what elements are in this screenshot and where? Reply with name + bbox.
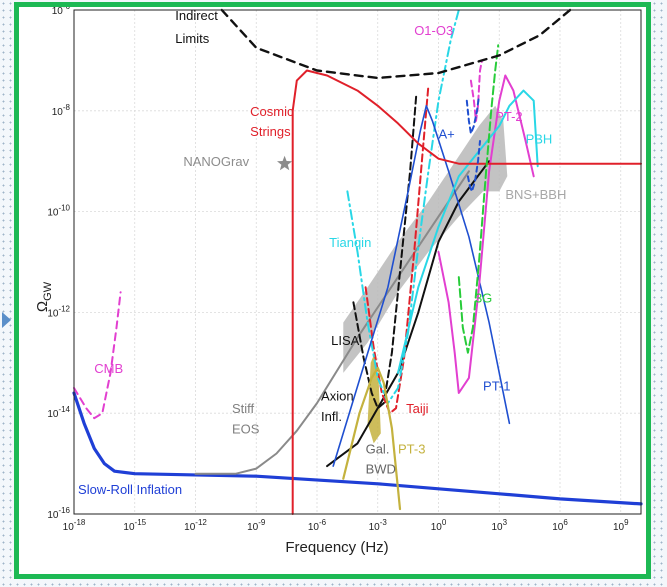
figure-frame: Indirect Limits O1-O3 PT-2 Cosmic Strings A+ PB… xyxy=(14,2,651,579)
pt1-curve xyxy=(332,105,511,467)
x-tick-label: 10-9 xyxy=(247,518,266,533)
x-tick-label: 100 xyxy=(431,518,447,533)
label-slowroll: Slow-Roll Inflation xyxy=(78,482,182,497)
label-aplus: A+ xyxy=(439,127,455,142)
y-tick-label: 10-12 xyxy=(47,304,70,319)
label-stiff1: Stiff xyxy=(232,401,255,416)
x-tick-label: 106 xyxy=(552,518,568,533)
x-tick-label: 10-12 xyxy=(184,518,207,533)
label-gal2: BWD xyxy=(366,462,396,477)
x-axis-label: Frequency (Hz) xyxy=(285,539,388,556)
indirect-curve xyxy=(220,8,572,80)
axion-curve xyxy=(326,160,491,468)
cmb-curve xyxy=(73,291,122,420)
ptmag-curve xyxy=(469,59,483,122)
label-pbh: PBH xyxy=(526,132,553,147)
label-g3: 3G xyxy=(475,290,492,305)
nanograv-star-icon xyxy=(277,155,293,171)
x-tick-label: 10-18 xyxy=(63,518,86,533)
annotation-layer: Indirect Limits O1-O3 PT-2 Cosmic Strings A+ PB… xyxy=(78,8,566,497)
bns-band xyxy=(343,105,508,373)
taiji-curve xyxy=(364,84,430,415)
label-gal1: Gal. xyxy=(366,442,390,457)
label-cmb: CMB xyxy=(94,361,123,376)
label-cosmic2: Strings xyxy=(250,124,291,139)
y-tick-label: 10-6 xyxy=(52,7,71,17)
g3-curve xyxy=(457,44,500,354)
y-tick-label: 10-16 xyxy=(47,506,70,521)
pt3-curve xyxy=(342,366,402,511)
grid-lines xyxy=(73,9,641,515)
slowroll-curve xyxy=(72,391,643,506)
label-pt2: PT-2 xyxy=(495,109,522,124)
curves-layer xyxy=(72,8,643,515)
label-indirect2: Limits xyxy=(175,31,209,46)
svg-text:ΩGW: ΩGW xyxy=(34,281,54,312)
y-axis-label-sub: GW xyxy=(42,281,54,301)
x-tick-label: 10-6 xyxy=(308,518,327,533)
x-tick-label: 103 xyxy=(491,518,507,533)
slide-arrow-icon xyxy=(2,312,11,328)
label-bns: BNS+BBH xyxy=(505,187,566,202)
label-o1o3: O1-O3 xyxy=(414,23,453,38)
label-cosmic1: Cosmic xyxy=(250,104,294,119)
label-stiff2: EOS xyxy=(232,421,260,436)
label-axion2: Infl. xyxy=(321,409,342,424)
y-tick-label: 10-8 xyxy=(52,103,71,118)
label-pt1: PT-1 xyxy=(483,379,510,394)
o1o3-curve xyxy=(465,94,480,135)
y-axis-label-main: Ω xyxy=(34,301,51,312)
y-tick-label: 10-14 xyxy=(47,405,70,420)
y-tick-label: 10-10 xyxy=(47,204,70,219)
label-nanograv: NANOGrav xyxy=(183,154,249,169)
aplus-curve xyxy=(466,140,481,193)
tianqin-curve xyxy=(346,9,460,405)
label-indirect1: Indirect xyxy=(175,8,218,23)
x-tick-label: 10-15 xyxy=(123,518,146,533)
gw-spectrum-chart: Indirect Limits O1-O3 PT-2 Cosmic Strings A+ PB… xyxy=(34,7,643,556)
label-tianqin: Tianqin xyxy=(329,235,371,250)
cosmic-curve xyxy=(291,69,642,515)
tick-labels: 10-18 10-15 10-12 10-9 10-6 10-3 100 103 106 109 1… xyxy=(47,7,629,533)
plot-area-border xyxy=(73,9,642,515)
markers-layer xyxy=(277,155,293,171)
x-tick-label: 10-3 xyxy=(369,518,388,533)
label-taiji: Taiji xyxy=(406,401,429,416)
label-axion1: Axion xyxy=(321,389,354,404)
y-axis-label: ΩGW xyxy=(34,281,54,312)
x-tick-label: 109 xyxy=(613,518,629,533)
label-lisa: LISA xyxy=(331,333,360,348)
label-pt3: PT-3 xyxy=(398,442,425,457)
